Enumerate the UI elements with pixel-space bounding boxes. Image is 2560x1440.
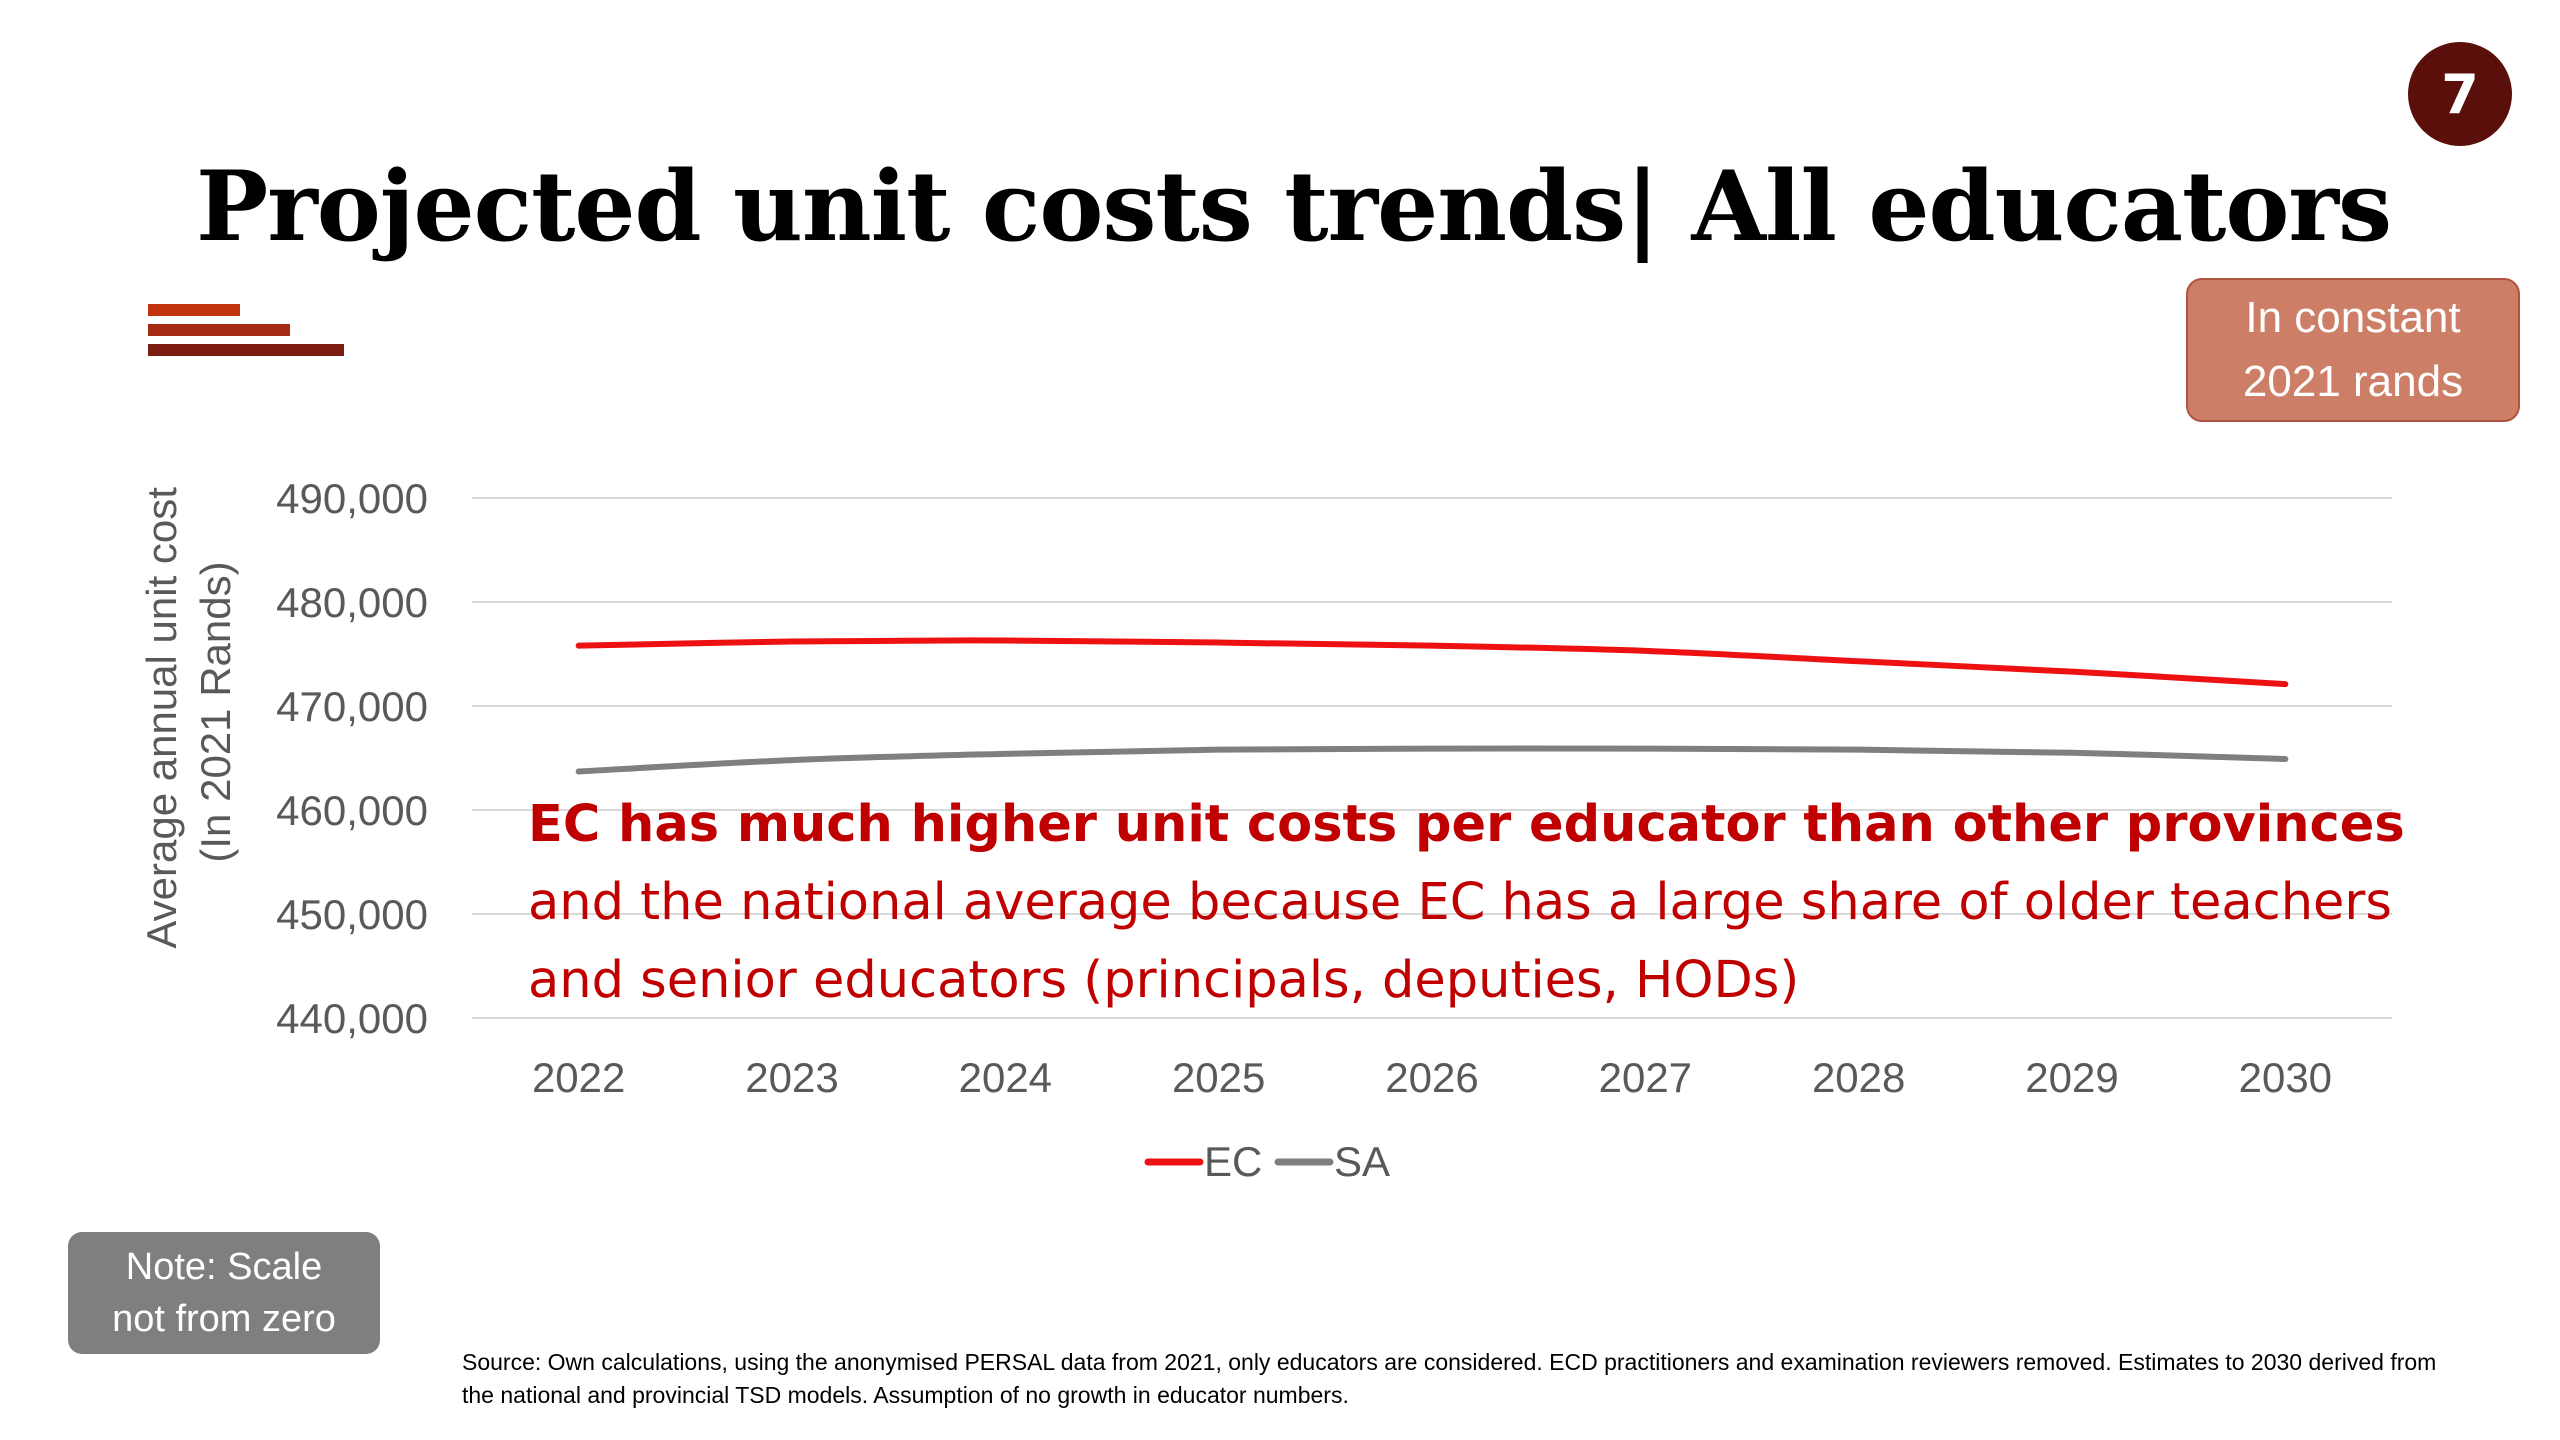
page-title: Projected unit costs trends| All educato… [196,150,2392,263]
callout-rest: and the national average because EC has … [528,873,2392,1010]
accent-bar-long [148,344,344,356]
x-tick-label: 2023 [745,1054,838,1101]
y-tick-label: 490,000 [276,475,428,522]
x-tick-label: 2029 [2025,1054,2118,1101]
units-badge: In constant 2021 rands [2186,278,2520,422]
x-tick-label: 2025 [1172,1054,1265,1101]
y-tick-label: 460,000 [276,787,428,834]
units-badge-line2: 2021 rands [2242,357,2464,406]
accent-bar-medium [148,324,290,336]
source-note: Source: Own calculations, using the anon… [462,1349,2437,1408]
series-line-sa [575,745,2289,775]
x-tick-label: 2022 [532,1054,625,1101]
y-tick-label: 480,000 [276,579,428,626]
legend: EC SA [1144,1138,1390,1185]
x-tick-label: 2028 [1812,1054,1905,1101]
y-tick-label: 470,000 [276,683,428,730]
x-tick-label: 2027 [1599,1054,1692,1101]
units-badge-line1: In constant [2245,293,2461,342]
scale-note-badge: Note: Scale not from zero [68,1232,380,1354]
x-tick-labels: 2022 2023 2024 2025 2026 2027 2028 2029 2030 [532,1054,2332,1101]
x-tick-label: 2026 [1385,1054,1478,1101]
scale-note-line2: not from zero [112,1298,336,1340]
gridlines [472,497,2392,1019]
series-line-ec [575,637,2289,688]
y-axis-label: Average annual unit cost (In 2021 Rands) [138,475,239,948]
accent-bar-short [148,304,240,316]
scale-note-line1: Note: Scale [125,1246,323,1288]
callout-text: EC has much higher unit costs per educat… [528,786,2428,1020]
legend-label-sa: SA [1334,1138,1390,1185]
x-tick-label: 2030 [2239,1054,2332,1101]
series-lines [575,637,2289,775]
y-axis-label-line2: (In 2021 Rands) [192,561,239,862]
y-tick-labels: 440,000 450,000 460,000 470,000 480,000 490,0… [276,475,428,1042]
legend-label-ec: EC [1204,1138,1262,1185]
y-axis-label-line1: Average annual unit cost [138,487,185,949]
callout-bold: EC has much higher unit costs per educat… [528,795,2405,854]
x-tick-label: 2024 [959,1054,1052,1101]
y-tick-label: 450,000 [276,891,428,938]
y-tick-label: 440,000 [276,995,428,1042]
slide-number-badge: 7 [2408,42,2512,146]
